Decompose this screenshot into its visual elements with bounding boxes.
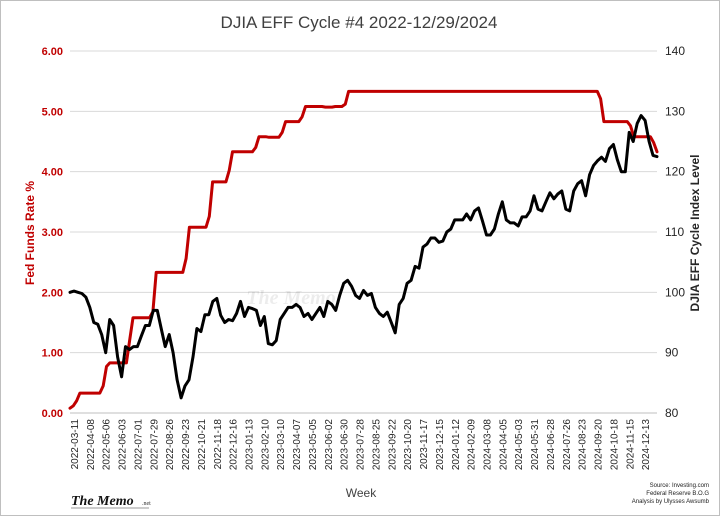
right-tick-label: 110 [665, 225, 684, 239]
svg-text:The Memo: The Memo [71, 494, 134, 509]
x-tick-label: 2022-08-26 [165, 419, 176, 471]
right-tick-label: 90 [665, 346, 679, 360]
x-tick-label: 2023-05-05 [308, 419, 319, 471]
left-tick-label: 2.00 [42, 287, 63, 299]
right-tick-label: 120 [665, 165, 685, 179]
x-tick-label: 2024-06-28 [546, 419, 557, 471]
svg-text:.net: .net [142, 501, 151, 507]
x-tick-label: 2024-09-20 [594, 419, 605, 471]
x-tick-label: 2023-09-22 [387, 419, 398, 471]
x-tick-label: 2022-12-16 [229, 419, 240, 471]
x-tick-label: 2023-03-10 [276, 419, 287, 471]
left-tick-label: 1.00 [42, 348, 63, 360]
logo: The Memo .net [71, 494, 151, 509]
fed-funds-rate-line [68, 89, 659, 410]
gridlines [70, 50, 657, 414]
x-tick-label: 2023-02-10 [260, 419, 271, 471]
watermark: The Memo [246, 287, 335, 309]
x-axis-label: Week [346, 486, 377, 500]
left-tick-label: 4.00 [42, 167, 63, 179]
x-tick-label: 2023-06-30 [340, 419, 351, 471]
x-tick-label: 2024-05-03 [514, 419, 525, 471]
x-axis-ticks: 2022-03-11 2022-04-08 2022-05-06 2022-06-03… [70, 419, 652, 471]
x-tick-label: 2023-04-07 [292, 419, 303, 471]
x-tick-label: 2022-09-23 [181, 419, 192, 471]
x-tick-label: 2024-10-18 [609, 419, 620, 471]
x-tick-label: 2023-08-25 [371, 419, 382, 471]
svg-text:Federal Reserve B.O.G: Federal Reserve B.O.G [646, 491, 709, 497]
right-tick-label: 140 [665, 44, 685, 58]
x-tick-label: 2022-11-18 [213, 419, 224, 470]
x-tick-label: 2022-07-29 [149, 419, 160, 471]
x-tick-label: 2022-05-06 [102, 419, 113, 471]
x-tick-label: 2022-03-11 [70, 419, 81, 470]
x-tick-label: 2023-12-15 [435, 419, 446, 471]
left-tick-label: 6.00 [42, 46, 63, 58]
left-axis-ticks: 0.00 1.00 2.00 3.00 4.00 5.00 6.00 [42, 46, 63, 420]
x-tick-label: 2024-05-31 [530, 419, 541, 471]
x-tick-label: 2024-01-12 [451, 419, 462, 471]
series-layer [68, 89, 659, 410]
x-tick-label: 2023-11-17 [419, 419, 430, 470]
x-tick-label: 2023-07-28 [356, 419, 367, 471]
left-tick-label: 3.00 [42, 227, 63, 239]
left-tick-label: 0.00 [42, 408, 63, 420]
svg-text:Analysis by Ulysses Awsumb: Analysis by Ulysses Awsumb [632, 499, 710, 505]
x-tick-label: 2023-06-02 [324, 419, 335, 471]
djia-index-line [68, 114, 659, 400]
svg-text:Source: Investing.com: Source: Investing.com [650, 483, 709, 489]
right-tick-label: 130 [665, 104, 685, 118]
x-tick-label: 2024-08-23 [578, 419, 589, 471]
chart-title: DJIA EFF Cycle #4 2022-12/29/2024 [221, 13, 498, 32]
right-tick-label: 80 [665, 406, 679, 420]
x-tick-label: 2022-07-01 [133, 419, 144, 471]
x-tick-label: 2023-01-13 [245, 419, 256, 471]
x-tick-label: 2024-02-09 [467, 419, 478, 471]
x-tick-label: 2024-12-13 [641, 419, 652, 471]
source-note: Source: Investing.com Federal Reserve B.… [632, 483, 710, 505]
x-tick-label: 2024-04-05 [498, 419, 509, 471]
x-tick-label: 2022-04-08 [86, 419, 97, 471]
x-tick-label: 2024-07-26 [562, 419, 573, 471]
right-axis-ticks: 80 90 100 110 120 130 140 [665, 44, 685, 420]
left-axis-label: Fed Funds Rate % [23, 181, 37, 285]
right-tick-label: 100 [665, 285, 685, 299]
right-axis-label: DJIA EFF Cycle Index Level [688, 155, 702, 312]
x-tick-label: 2023-10-20 [403, 419, 414, 471]
left-tick-label: 5.00 [42, 106, 63, 118]
x-tick-label: 2024-03-08 [482, 419, 493, 471]
x-tick-label: 2022-06-03 [118, 419, 129, 471]
x-tick-label: 2024-11-15 [625, 419, 636, 470]
x-tick-label: 2022-10-21 [197, 419, 208, 471]
